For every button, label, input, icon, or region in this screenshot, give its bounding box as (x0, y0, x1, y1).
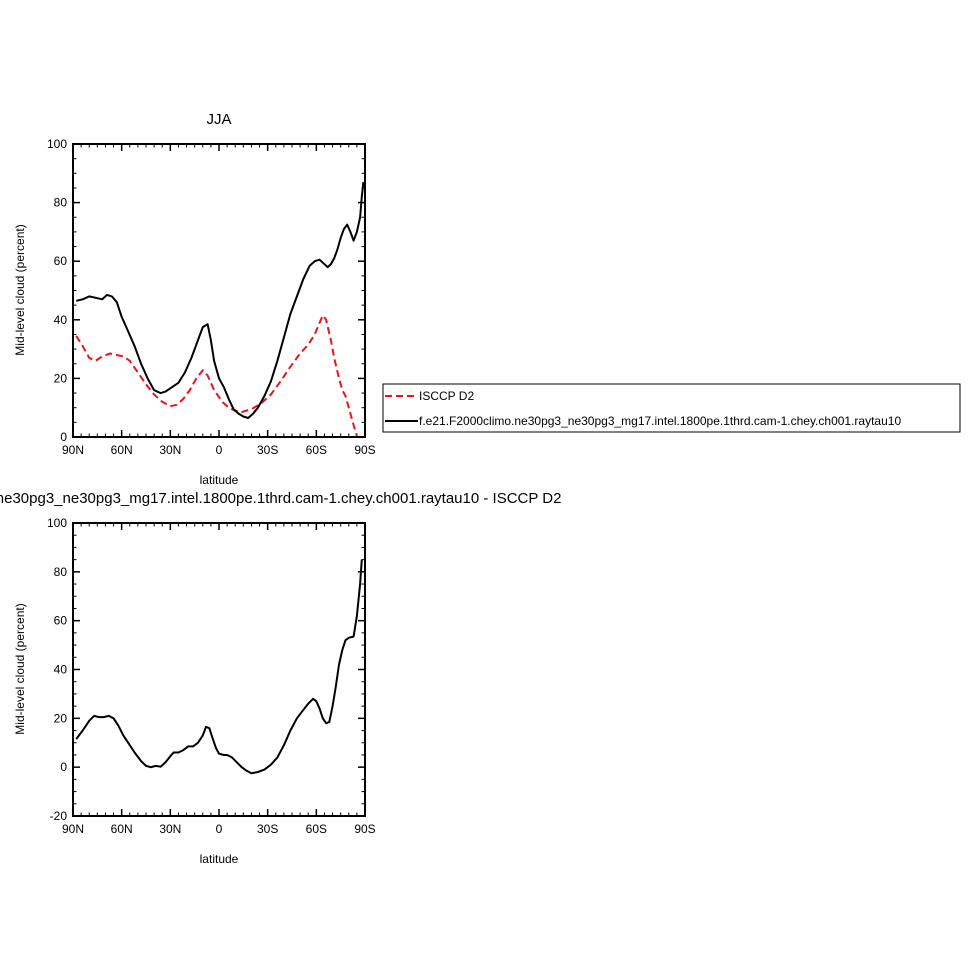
top-panel-ticks (72, 143, 366, 438)
top-series-line-isccp (75, 314, 358, 436)
top-panel-x-axis-label: latitude (200, 473, 239, 487)
bottom-y-tick-label: 0 (60, 760, 67, 774)
bottom-y-tick-label: 100 (47, 516, 67, 530)
bottom-panel-series-lines (75, 559, 363, 775)
bottom-y-tick-label: 60 (54, 614, 68, 628)
top-y-tick-label: 80 (54, 196, 68, 210)
top-panel-series-lines (75, 181, 365, 436)
bottom-x-tick-label: 90S (354, 822, 375, 836)
bottom-panel-ticks (72, 522, 366, 817)
bottom-panel-x-axis-label: latitude (200, 852, 239, 866)
top-panel-title: JJA (206, 111, 231, 128)
bottom-x-tick-label: 90N (62, 822, 84, 836)
top-panel-plot-frame (72, 143, 366, 438)
top-x-tick-label: 90N (62, 443, 84, 457)
top-series-line-model (75, 181, 365, 419)
bottom-x-tick-label: 60N (111, 822, 133, 836)
top-y-tick-label: 100 (47, 137, 67, 151)
bottom-series-line-model (75, 559, 363, 775)
top-x-tick-label: 60N (111, 443, 133, 457)
top-panel-tick-labels: 90N 60N 30N 0 30S 60S 90S 0 20 40 60 80 100 (47, 137, 376, 457)
bottom-x-tick-label: 30S (257, 822, 278, 836)
bottom-panel-plot-frame (72, 522, 366, 817)
bottom-x-tick-label: 0 (216, 822, 223, 836)
legend-box (382, 383, 961, 433)
top-panel-y-axis-label: Mid-level cloud (percent) (13, 224, 27, 355)
bottom-panel-y-axis-label: Mid-level cloud (percent) (13, 603, 27, 734)
top-x-tick-label: 0 (216, 443, 223, 457)
bottom-y-tick-label: -20 (50, 809, 68, 823)
top-x-tick-label: 90S (354, 443, 375, 457)
top-x-tick-label: 60S (306, 443, 327, 457)
bottom-x-tick-label: 60S (306, 822, 327, 836)
top-x-tick-label: 30N (159, 443, 181, 457)
top-panel-legend: ISCCP D2 f.e21.F2000climo.ne30pg3_ne30pg… (382, 383, 961, 433)
top-y-tick-label: 0 (60, 430, 67, 444)
bottom-y-tick-label: 40 (54, 663, 68, 677)
top-y-tick-label: 20 (54, 371, 68, 385)
top-panel-chart: JJA latitude Mid-level cloud (percent) 9… (13, 111, 376, 487)
bottom-panel-chart: f.e21.F2000climo.ne30pg3_ne30pg3_mg17.in… (0, 490, 561, 866)
bottom-y-tick-label: 20 (54, 711, 68, 725)
top-x-tick-label: 30S (257, 443, 278, 457)
legend-label-model: f.e21.F2000climo.ne30pg3_ne30pg3_mg17.in… (419, 414, 901, 428)
bottom-x-tick-label: 30N (159, 822, 181, 836)
bottom-panel-tick-labels: 90N 60N 30N 0 30S 60S 90S -20 0 20 40 60 80 100 (47, 516, 376, 836)
top-y-tick-label: 40 (54, 313, 68, 327)
legend-label-isccp: ISCCP D2 (419, 389, 474, 403)
top-y-tick-label: 60 (54, 254, 68, 268)
bottom-panel-title: f.e21.F2000climo.ne30pg3_ne30pg3_mg17.in… (0, 490, 561, 507)
bottom-y-tick-label: 80 (54, 565, 68, 579)
